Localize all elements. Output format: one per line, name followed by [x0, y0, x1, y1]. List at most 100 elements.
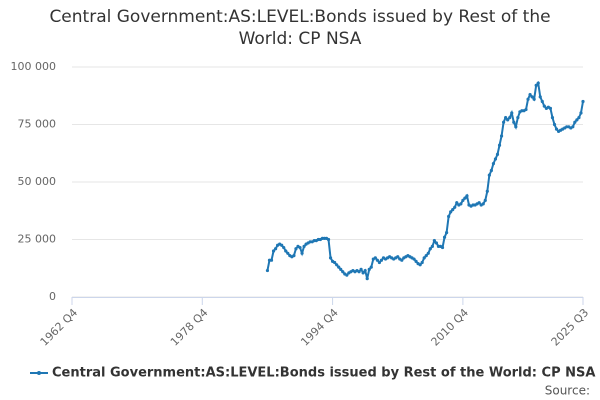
point — [418, 263, 422, 267]
point — [512, 120, 516, 124]
point — [554, 127, 559, 131]
point — [345, 273, 349, 277]
point — [420, 260, 424, 265]
point — [357, 270, 361, 274]
point — [269, 258, 274, 262]
source: Source: — [545, 384, 590, 398]
point — [341, 270, 345, 274]
point — [422, 256, 426, 260]
point — [573, 120, 577, 124]
point — [333, 260, 337, 265]
point — [581, 99, 585, 104]
legend-label: Central Government:AS:LEVEL:Bonds issued… — [52, 366, 595, 381]
point — [365, 277, 369, 281]
point — [369, 265, 373, 269]
point — [534, 83, 538, 87]
point — [426, 251, 430, 255]
point — [530, 95, 534, 99]
point — [280, 243, 284, 247]
point — [396, 255, 400, 259]
point — [424, 254, 428, 258]
point — [528, 93, 532, 97]
y-tick-label: 75 000 — [18, 118, 57, 131]
point — [273, 247, 278, 251]
point — [493, 157, 498, 161]
point — [271, 249, 276, 253]
point — [483, 198, 487, 202]
series-line — [266, 80, 584, 279]
point — [379, 258, 384, 262]
point — [265, 268, 270, 273]
point — [550, 116, 555, 120]
chart-title: Central Government:AS:LEVEL:Bonds issued… — [49, 7, 551, 49]
point — [477, 201, 481, 205]
point — [455, 201, 459, 205]
point — [463, 196, 467, 200]
point — [440, 245, 445, 250]
point — [367, 267, 371, 271]
point — [444, 231, 449, 235]
point — [434, 241, 439, 245]
point — [465, 194, 469, 198]
point — [412, 257, 416, 261]
x-tick-label: 1994 Q4 — [298, 306, 341, 349]
point — [282, 245, 286, 250]
point — [487, 173, 491, 177]
point — [359, 267, 363, 271]
point — [292, 254, 296, 258]
point — [335, 263, 339, 267]
point — [361, 271, 365, 275]
point — [373, 256, 377, 260]
point — [481, 202, 485, 206]
point — [377, 260, 382, 265]
point — [453, 205, 457, 209]
point — [428, 247, 432, 251]
point — [516, 116, 520, 120]
x-tick-label: 1962 Q4 — [38, 306, 81, 349]
point — [579, 111, 583, 115]
point — [339, 267, 343, 271]
point — [284, 249, 288, 253]
point — [451, 208, 455, 212]
point — [526, 97, 530, 101]
point — [532, 97, 536, 101]
y-tick-label: 0 — [49, 290, 56, 303]
point — [461, 198, 465, 202]
point — [375, 258, 379, 262]
point — [510, 111, 514, 115]
point — [294, 247, 298, 251]
point — [524, 107, 528, 112]
point — [337, 265, 341, 269]
point — [489, 168, 493, 173]
point — [302, 244, 306, 248]
point — [499, 134, 504, 138]
point — [502, 120, 506, 124]
point — [508, 116, 512, 120]
point — [459, 202, 463, 206]
point — [571, 125, 575, 129]
point — [300, 251, 304, 255]
x-tick-label: 2025 Q3 — [549, 306, 592, 349]
point — [552, 122, 557, 127]
point — [575, 118, 579, 122]
point — [328, 256, 333, 260]
point — [577, 116, 581, 120]
point — [514, 125, 518, 129]
point — [363, 268, 367, 273]
point — [538, 95, 542, 99]
point — [442, 235, 447, 239]
point — [298, 245, 302, 250]
point — [432, 239, 436, 243]
point — [506, 118, 510, 122]
point — [491, 162, 496, 166]
legend-marker — [37, 371, 41, 375]
point — [447, 214, 451, 219]
y-tick-label: 100 000 — [11, 60, 57, 73]
point — [540, 99, 544, 104]
point — [495, 152, 500, 156]
point — [414, 259, 418, 263]
point — [542, 104, 546, 108]
point — [400, 258, 404, 262]
point — [449, 210, 453, 214]
